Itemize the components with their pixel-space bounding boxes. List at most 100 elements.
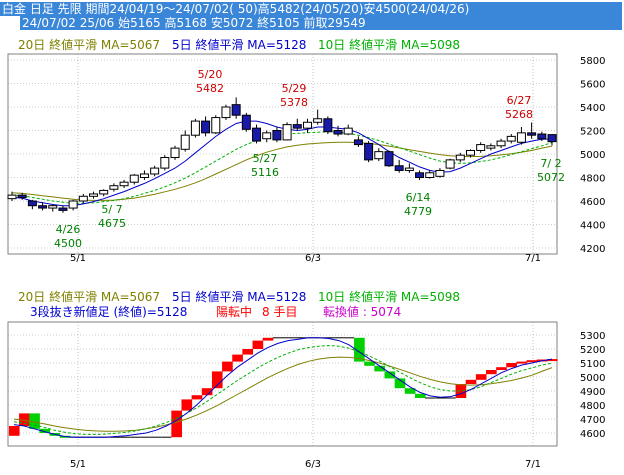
bottom-ma20-line — [13, 356, 553, 432]
bottom-legend-ma20: 20日 終値平滑 MA=5067 — [18, 289, 160, 304]
candle-body — [527, 132, 537, 136]
candle-body — [364, 142, 374, 161]
candle-body — [476, 144, 486, 151]
bottom-legend-ma5: 5日 終値平滑 MA=5128 — [172, 289, 306, 304]
renko-brick — [8, 426, 20, 436]
candle-body — [99, 189, 109, 195]
renko-brick — [19, 413, 30, 426]
top-ma5-line — [11, 120, 553, 207]
annotation-price: 4779 — [404, 205, 432, 218]
candle-body — [516, 132, 526, 143]
candle-body — [415, 172, 425, 179]
candle-body — [282, 124, 292, 141]
candle-body — [231, 104, 241, 116]
annotation-price: 4675 — [98, 217, 126, 230]
renko-brick — [252, 340, 264, 349]
annotation-date: 5/20 — [198, 68, 223, 81]
candle-body — [262, 132, 272, 140]
renko-chart: 4600 4700 4800 4900 5000 5100 5200 5300 5/1 6/3 7/… — [7, 321, 605, 470]
top-plot-frame — [7, 53, 558, 255]
annotation-date: 4/26 — [56, 223, 81, 236]
bottom-xtick-label: 5/1 — [70, 459, 86, 470]
candle-body — [496, 140, 506, 147]
renko-brick — [181, 399, 193, 411]
top-xtick-label: 6/3 — [305, 253, 321, 264]
renko-brick — [516, 361, 528, 364]
candle-body — [343, 127, 353, 135]
renko-brick — [201, 388, 213, 396]
renko-subtitle: 3段抜き新値足 (終値)=5128 — [30, 304, 187, 319]
candle-body — [68, 200, 78, 209]
candle-body — [201, 120, 211, 134]
annotation-price: 5116 — [251, 166, 279, 179]
candle-body — [425, 172, 435, 179]
candle-body — [119, 181, 129, 187]
renko-brick — [384, 371, 396, 379]
renko-brick — [211, 371, 223, 389]
bottom-ytick-label: 5200 — [580, 345, 605, 356]
top-xtick-label: 5/1 — [70, 253, 86, 264]
header-line-2: 24/07/02 25/06 始5165 高5168 安5072 終5105 前… — [20, 16, 622, 30]
renko-brick — [29, 413, 40, 429]
candle-body — [48, 205, 58, 209]
annotation-price: 5268 — [505, 108, 533, 121]
top-ytick-label: 5200 — [580, 127, 605, 138]
renko-brick — [191, 395, 203, 400]
top-ytick-label: 5000 — [580, 150, 605, 161]
top-xtick-label: 7/1 — [525, 253, 541, 264]
candle-body — [445, 159, 455, 169]
renko-brick — [475, 374, 487, 380]
candle-body — [180, 134, 190, 150]
candle-body — [17, 194, 27, 198]
renko-convert: 転換値 : 5074 — [323, 304, 401, 319]
candle-body — [353, 139, 363, 146]
renko-brick — [364, 361, 375, 366]
candle-body — [455, 154, 465, 161]
renko-brick — [171, 410, 182, 438]
renko-brick — [404, 388, 416, 394]
candle-body — [292, 124, 302, 129]
top-ytick-label: 4800 — [580, 174, 605, 185]
candle-body — [129, 174, 139, 183]
bottom-ytick-label: 4800 — [580, 401, 605, 412]
renko-brick — [486, 370, 497, 375]
top-ytick-label: 4200 — [580, 244, 605, 255]
candle-body — [272, 130, 282, 141]
candle-body — [7, 194, 17, 200]
renko-brick — [222, 361, 233, 372]
top-ytick-label: 5800 — [580, 56, 605, 67]
annotation-price: 5072 — [537, 171, 565, 184]
candlestick-chart: 4200 4400 4600 4800 5000 5200 5400 5600 5800 5/1 6… — [7, 53, 605, 264]
bottom-ytick-label: 4600 — [580, 429, 605, 440]
top-ytick-label: 5600 — [580, 80, 605, 91]
renko-brick — [39, 428, 51, 433]
candle-body — [537, 133, 547, 140]
bottom-ytick-label: 5300 — [580, 331, 605, 342]
renko-brick — [414, 393, 426, 398]
bottom-ma10-line — [13, 344, 553, 435]
candle-body — [160, 157, 170, 169]
annotation-date: 6/27 — [507, 94, 532, 107]
renko-brick — [374, 365, 386, 372]
renko-brick — [242, 349, 254, 355]
renko-brick — [232, 354, 243, 362]
candle-body — [384, 151, 394, 167]
annotation-price: 4500 — [54, 237, 82, 250]
candle-body — [241, 114, 251, 130]
candle-body — [486, 145, 496, 149]
annotation-date: 7/ 2 — [540, 157, 561, 170]
candle-body — [170, 147, 180, 159]
candle-body — [394, 165, 404, 171]
annotation-date: 5/ 7 — [101, 203, 122, 216]
candle-body — [38, 205, 48, 209]
header-line-1: 白金 日足 先限 期間24/04/19～24/07/02( 50)高5482(2… — [0, 2, 622, 16]
candle-body — [252, 127, 262, 142]
candle-body — [333, 130, 343, 135]
candle-body — [27, 200, 37, 207]
candle-body — [150, 167, 160, 175]
annotation-price: 5378 — [280, 96, 308, 109]
top-legend-ma5: 5日 終値平滑 MA=5128 — [172, 37, 306, 52]
top-ytick-label: 5400 — [580, 103, 605, 114]
top-ma10-line — [11, 131, 553, 204]
